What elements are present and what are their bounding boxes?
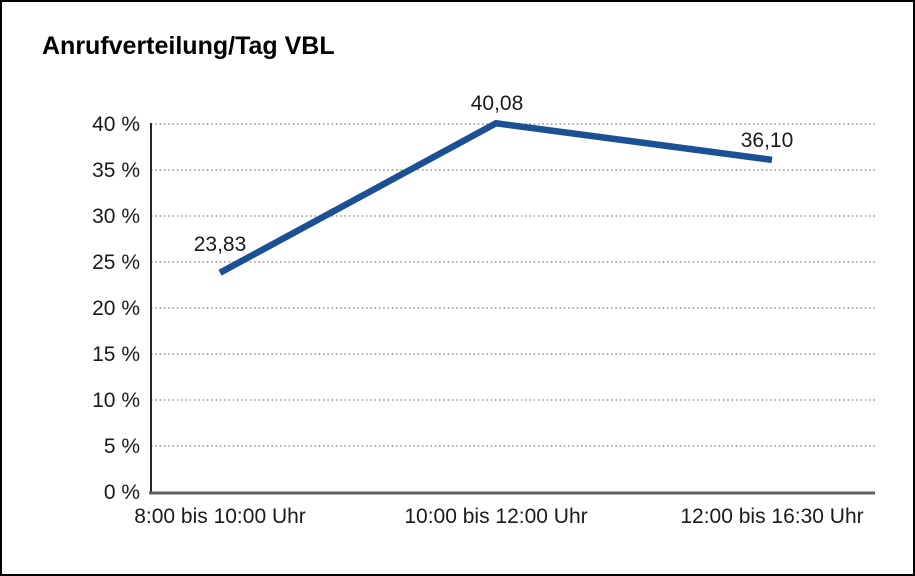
y-tick-label-5: 5 % bbox=[103, 435, 140, 458]
chart-title: Anrufverteilung/Tag VBL bbox=[42, 32, 335, 60]
y-tick-label-20: 20 % bbox=[92, 297, 140, 320]
y-tick-label-35: 35 % bbox=[92, 159, 140, 182]
y-tick-label-25: 25 % bbox=[92, 251, 140, 274]
data-label-1: 40,08 bbox=[470, 92, 524, 116]
x-category-label-2: 12:00 bis 16:30 Uhr bbox=[680, 505, 864, 528]
y-tick-label-15: 15 % bbox=[92, 343, 140, 366]
y-tick-label-40: 40 % bbox=[92, 113, 140, 136]
data-label-0: 23,83 bbox=[193, 232, 247, 256]
x-category-label-1: 10:00 bis 12:00 Uhr bbox=[404, 505, 588, 528]
data-label-2: 36,10 bbox=[740, 128, 794, 152]
x-category-label-0: 8:00 bis 10:00 Uhr bbox=[134, 505, 306, 528]
y-tick-label-0: 0 % bbox=[103, 481, 140, 504]
y-tick-label-30: 30 % bbox=[92, 205, 140, 228]
series-line bbox=[218, 119, 773, 276]
y-tick-label-10: 10 % bbox=[92, 389, 140, 412]
